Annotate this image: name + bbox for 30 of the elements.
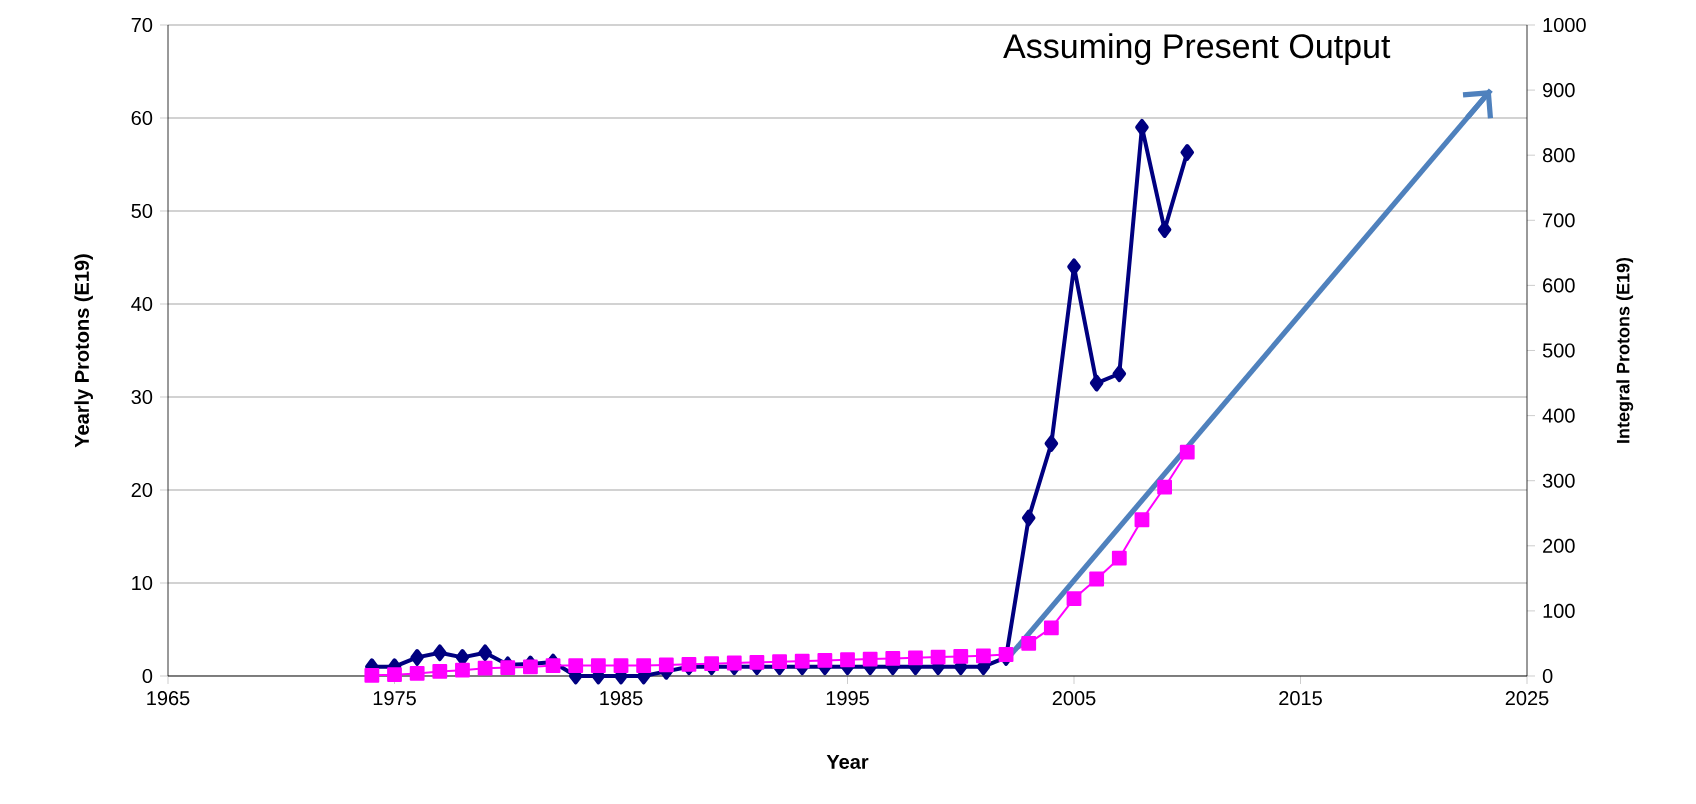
x-axis-title: Year: [826, 754, 869, 769]
y2-tick-label: 0: [1542, 668, 1553, 684]
y2-tick-label: 1000: [1543, 17, 1586, 33]
annotation: Assuming Present Output: [1003, 33, 1391, 65]
x-tick-label: 1965: [147, 691, 190, 706]
x-tick-label: 1975: [373, 691, 416, 706]
y2-tick-label: 500: [1542, 343, 1575, 358]
y-tick-label: 40: [131, 296, 153, 312]
y2-tick-label: 700: [1543, 213, 1575, 228]
x-tick-label: 1985: [600, 691, 643, 706]
y-axis-title: Yearly Protons (E19): [74, 254, 93, 448]
y-tick-label: 30: [131, 389, 153, 405]
y2-tick-label: 200: [1543, 538, 1575, 553]
x-tick-label: 2025: [1505, 691, 1549, 706]
y2-tick-label: 400: [1542, 408, 1575, 423]
y-tick-label: 10: [132, 575, 153, 591]
y2-tick-label: 800: [1542, 148, 1575, 163]
y-tick-label: 60: [131, 110, 153, 126]
y2-tick-label: 600: [1543, 278, 1575, 293]
y2-axis-title: Integral Protons (E19): [1616, 257, 1634, 443]
y-tick-label: 0: [142, 668, 153, 684]
y2-tick-label: 900: [1543, 83, 1575, 98]
y-tick-label: 50: [131, 203, 153, 219]
x-tick-label: 2005: [1052, 691, 1096, 706]
y-tick-label: 20: [131, 482, 153, 498]
y2-tick-label: 300: [1542, 473, 1575, 488]
x-tick-label: 2015: [1279, 691, 1322, 706]
x-tick-label: 1995: [826, 691, 869, 706]
y-tick-label: 70: [131, 17, 153, 33]
y2-tick-label: 100: [1543, 603, 1575, 618]
